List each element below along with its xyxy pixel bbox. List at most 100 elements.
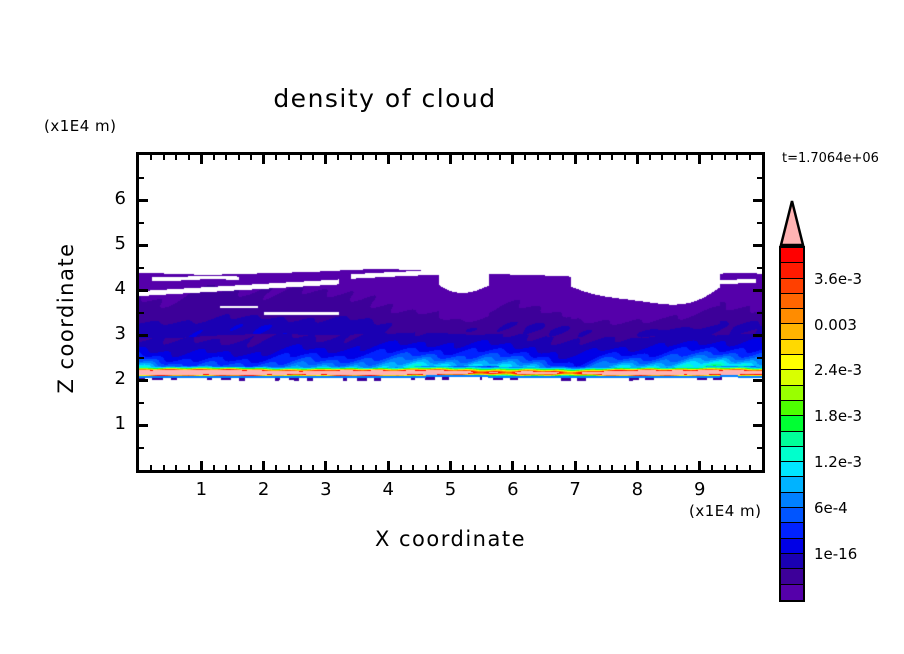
y-tick-major-right xyxy=(753,378,762,382)
y-tick-major-right xyxy=(753,243,762,247)
colorbar-band xyxy=(781,416,803,432)
x-tick-major-top xyxy=(199,155,203,164)
x-tick-minor xyxy=(374,465,377,470)
y-tick-label: 6 xyxy=(114,188,126,209)
y-tick-minor xyxy=(139,401,144,404)
x-tick-label: 6 xyxy=(507,479,519,500)
x-tick-minor xyxy=(287,465,290,470)
x-tick-minor-top xyxy=(524,155,527,160)
x-tick-minor xyxy=(549,465,552,470)
y-tick-minor-right xyxy=(757,266,762,269)
y-tick-minor-right xyxy=(757,446,762,449)
x-tick-minor-top xyxy=(437,155,440,160)
colorbar-band xyxy=(781,508,803,524)
colorbar-band xyxy=(781,462,803,478)
colorbar-band xyxy=(781,370,803,386)
colorbar-band xyxy=(781,538,803,554)
x-tick-minor xyxy=(648,465,651,470)
x-tick-minor-top xyxy=(623,155,626,160)
x-tick-label: 4 xyxy=(382,479,394,500)
x-tick-minor xyxy=(424,465,427,470)
x-tick-label: 8 xyxy=(631,479,644,500)
x-tick-minor xyxy=(561,465,564,470)
x-tick-minor-top xyxy=(611,155,614,160)
y-tick-minor xyxy=(139,311,144,314)
x-tick-minor xyxy=(748,465,751,470)
y-tick-minor-right xyxy=(757,401,762,404)
y-tick-label: 4 xyxy=(114,278,126,299)
colorbar-tick-label: 2.4e-3 xyxy=(814,361,863,380)
x-axis-title: X coordinate xyxy=(374,527,527,551)
x-tick-label: 5 xyxy=(444,479,457,500)
x-tick-minor-top xyxy=(736,155,739,160)
x-tick-minor xyxy=(187,465,190,470)
y-tick-minor-right xyxy=(757,176,762,179)
x-tick-major-top xyxy=(573,155,577,164)
y-tick-minor-right xyxy=(757,356,762,359)
x-tick-major-top xyxy=(324,155,328,164)
x-tick-minor xyxy=(312,465,315,470)
colorbar-band xyxy=(781,385,803,401)
x-tick-minor xyxy=(623,465,626,470)
x-tick-minor xyxy=(723,465,726,470)
colorbar-tick-label: 1e-16 xyxy=(814,545,858,563)
colorbar-band xyxy=(781,278,803,294)
x-tick-minor xyxy=(437,465,440,470)
colorbar-band xyxy=(781,293,803,310)
y-tick-major-right xyxy=(753,288,762,292)
x-tick-minor-top xyxy=(424,155,427,160)
x-tick-minor-top xyxy=(175,155,178,160)
y-tick-label: 2 xyxy=(114,368,126,389)
x-tick-minor-top xyxy=(374,155,377,160)
x-tick-minor xyxy=(499,465,502,470)
y-tick-minor xyxy=(139,176,144,179)
x-tick-major-top xyxy=(262,155,266,164)
x-tick-minor-top xyxy=(337,155,340,160)
colorbar-tick-label: 3.6e-3 xyxy=(814,269,863,288)
colorbar-tick-label: 1.8e-3 xyxy=(814,407,863,426)
x-tick-major xyxy=(386,461,390,470)
colorbar-band xyxy=(781,263,803,279)
y-tick-major xyxy=(139,243,148,247)
x-tick-major-top xyxy=(449,155,452,164)
x-tick-minor xyxy=(474,465,477,470)
x-tick-minor-top xyxy=(723,155,726,160)
x-tick-minor-top xyxy=(586,155,589,160)
x-tick-minor xyxy=(673,465,676,470)
colorbar-arrow-icon xyxy=(779,200,805,247)
y-tick-label: 3 xyxy=(114,323,126,344)
x-tick-minor xyxy=(486,465,489,470)
x-tick-minor xyxy=(399,465,402,470)
x-tick-minor-top xyxy=(711,155,714,160)
x-tick-minor xyxy=(237,465,240,470)
x-tick-minor xyxy=(599,465,602,470)
x-tick-minor-top xyxy=(499,155,502,160)
x-tick-label: 3 xyxy=(320,479,332,500)
x-tick-minor-top xyxy=(237,155,240,160)
x-tick-minor xyxy=(611,465,614,470)
y-tick-major xyxy=(139,333,148,337)
y-axis-unit-label: (x1E4 m) xyxy=(44,117,117,135)
x-tick-major xyxy=(262,461,266,470)
colorbar-tick-label: 0.003 xyxy=(814,315,857,334)
y-tick-minor xyxy=(139,266,144,269)
y-tick-major xyxy=(139,288,148,292)
x-tick-minor xyxy=(299,465,302,470)
x-tick-minor xyxy=(275,465,278,470)
x-tick-minor-top xyxy=(287,155,290,160)
x-tick-major xyxy=(199,461,203,470)
x-tick-minor xyxy=(586,465,589,470)
colorbar-band xyxy=(781,400,803,417)
y-tick-major xyxy=(139,423,148,427)
colorbar xyxy=(779,246,805,602)
x-tick-minor xyxy=(250,465,253,470)
x-tick-major xyxy=(511,461,515,470)
x-tick-minor-top xyxy=(162,155,165,160)
y-tick-major-right xyxy=(753,423,762,427)
x-tick-label: 2 xyxy=(257,479,270,500)
colorbar-band xyxy=(781,553,803,570)
x-tick-minor xyxy=(711,465,714,470)
x-tick-minor-top xyxy=(561,155,564,160)
colorbar-tick-label: 6e-4 xyxy=(814,499,848,518)
y-tick-label: 1 xyxy=(114,413,126,434)
